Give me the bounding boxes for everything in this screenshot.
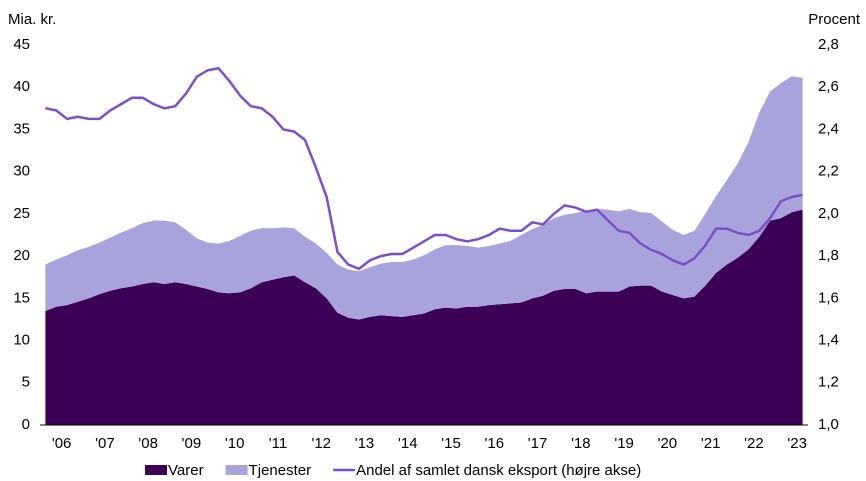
x-tick-label: '12 xyxy=(311,435,331,452)
x-tick-label: '22 xyxy=(744,435,764,452)
y2-tick-label: 2,8 xyxy=(818,36,839,53)
x-tick-label: '14 xyxy=(398,435,418,452)
y2-tick-label: 2,4 xyxy=(818,120,839,137)
y-tick-label: 30 xyxy=(13,163,30,180)
x-tick-label: '11 xyxy=(269,435,287,452)
y-tick-label: 0 xyxy=(22,416,30,433)
legend-label: Tjenester xyxy=(249,462,312,479)
x-tick-label: '18 xyxy=(571,435,591,452)
y2-tick-label: 1,6 xyxy=(818,289,839,306)
x-tick-label: '20 xyxy=(658,435,678,452)
y2-tick-label: 1,8 xyxy=(818,247,839,264)
x-tick-label: '21 xyxy=(701,435,721,452)
x-tick-label: '23 xyxy=(787,435,807,452)
x-tick-label: '17 xyxy=(528,435,548,452)
y-tick-label: 10 xyxy=(13,332,30,349)
y2-axis-title: Procent xyxy=(808,11,861,28)
y2-tick-label: 2,6 xyxy=(818,78,839,95)
x-tick-label: '09 xyxy=(182,435,202,452)
y-tick-label: 45 xyxy=(13,36,30,53)
x-tick-label: '13 xyxy=(355,435,375,452)
area xyxy=(45,209,803,425)
y-axis-title: Mia. kr. xyxy=(8,11,56,28)
x-tick-label: '06 xyxy=(52,435,72,452)
legend-label: Varer xyxy=(168,462,204,479)
y-tick-label: 15 xyxy=(13,289,30,306)
y-tick-label: 40 xyxy=(13,78,30,95)
x-tick-label: '07 xyxy=(95,435,115,452)
y-tick-label: 25 xyxy=(13,205,30,222)
y2-tick-label: 1,2 xyxy=(818,374,839,391)
y2-tick-label: 2,2 xyxy=(818,163,839,180)
y-tick-label: 5 xyxy=(22,374,30,391)
y-tick-label: 35 xyxy=(13,120,30,137)
y-tick-label: 20 xyxy=(13,247,30,264)
legend-swatch xyxy=(145,465,167,475)
area xyxy=(45,76,803,320)
x-tick-label: '08 xyxy=(138,435,158,452)
y2-tick-label: 1,4 xyxy=(818,332,839,349)
x-tick-label: '16 xyxy=(485,435,505,452)
x-tick-label: '10 xyxy=(225,435,245,452)
y2-tick-label: 1,0 xyxy=(818,416,839,433)
x-tick-label: '19 xyxy=(614,435,634,452)
legend-label: Andel af samlet dansk eksport (højre aks… xyxy=(356,462,641,479)
share-line xyxy=(45,66,803,271)
legend-swatch xyxy=(225,465,248,475)
y2-tick-label: 2,0 xyxy=(818,205,839,222)
x-tick-label: '15 xyxy=(441,435,461,452)
